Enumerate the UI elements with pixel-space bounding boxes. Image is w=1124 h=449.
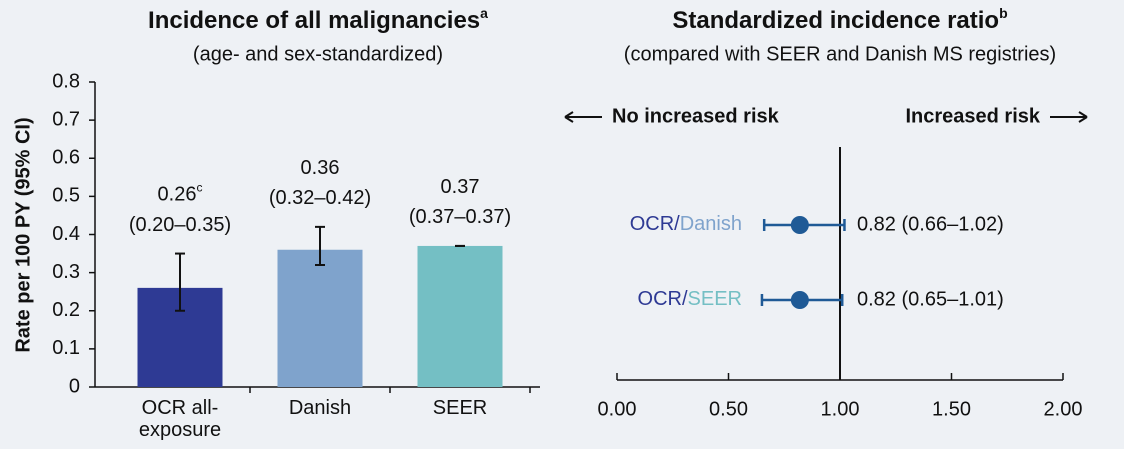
x-tick-label: 0.00 xyxy=(598,398,637,420)
y-tick-label: 0.8 xyxy=(52,70,80,92)
row-label: OCR/Danish xyxy=(630,213,742,235)
row-label-part: / xyxy=(682,288,688,310)
bar xyxy=(417,245,503,387)
y-tick-label: 0.7 xyxy=(52,108,80,130)
data-label: 0.37 xyxy=(441,176,480,198)
row-label-part: / xyxy=(674,213,680,235)
point xyxy=(790,291,809,309)
annotation: No increased risk xyxy=(612,105,780,127)
chart-subtitle: (age- and sex-standardized) xyxy=(193,43,443,65)
y-tick-label: 0.3 xyxy=(52,261,80,283)
x-tick-label-box: OCR all-exposure xyxy=(138,397,222,441)
data-label-ci: (0.20–0.35) xyxy=(129,214,231,236)
row-label-part: SEER xyxy=(688,288,742,310)
data-label-superscript: c xyxy=(196,181,202,195)
data-label: 0.26c xyxy=(158,181,203,206)
x-tick-label: SEER xyxy=(432,397,488,419)
title-superscript: b xyxy=(999,5,1008,21)
annotation: Increased risk xyxy=(905,105,1040,127)
y-tick-label: 0.2 xyxy=(52,299,80,321)
arrow-right xyxy=(1050,111,1088,123)
title-text: Standardized incidence ratio xyxy=(672,7,999,34)
x-tick-label: 0.50 xyxy=(709,398,748,420)
bar xyxy=(277,249,363,387)
x-tick-label-box: Danish xyxy=(288,397,352,419)
arrow-left xyxy=(564,111,602,123)
row-label-part: OCR xyxy=(638,288,682,310)
x-tick-label: 1.50 xyxy=(932,398,971,420)
x-tick-label-box: SEER xyxy=(432,397,488,419)
x-tick-label: OCR all-exposure xyxy=(138,397,222,441)
row-label-part: Danish xyxy=(680,213,742,235)
row-label-part: OCR xyxy=(630,213,674,235)
y-tick-label: 0.5 xyxy=(52,185,80,207)
data-label: 0.82 (0.65–1.01) xyxy=(857,288,1004,310)
x-tick-label: 2.00 xyxy=(1044,398,1083,420)
y-tick-label: 0.1 xyxy=(52,337,80,359)
title-superscript: a xyxy=(480,5,488,21)
x-tick-label: 1.00 xyxy=(821,398,860,420)
error-bar xyxy=(175,252,185,312)
data-label-ci: (0.32–0.42) xyxy=(269,187,371,209)
y-axis-label: Rate per 100 PY (95% CI) xyxy=(12,117,34,352)
data-label-value: 0.26 xyxy=(158,184,197,206)
point xyxy=(790,216,809,234)
data-label: 0.82 (0.66–1.02) xyxy=(857,213,1004,235)
row-label: OCR/SEER xyxy=(638,288,742,310)
y-tick-label: 0.4 xyxy=(52,223,80,245)
chart-title: Incidence of all malignanciesa xyxy=(148,5,488,35)
data-label-value: 0.36 xyxy=(301,157,340,179)
y-tick-label: 0 xyxy=(69,375,80,397)
title-text: Incidence of all malignancies xyxy=(148,7,480,34)
error-bar xyxy=(315,225,325,266)
data-label-value: 0.37 xyxy=(441,176,480,198)
chart-subtitle: (compared with SEER and Danish MS regist… xyxy=(624,43,1056,65)
chart-title: Standardized incidence ratiob xyxy=(672,5,1007,35)
data-label-ci: (0.37–0.37) xyxy=(409,206,511,228)
x-tick-label: Danish xyxy=(288,397,352,419)
y-tick-label: 0.6 xyxy=(52,147,80,169)
data-label: 0.36 xyxy=(301,157,340,179)
